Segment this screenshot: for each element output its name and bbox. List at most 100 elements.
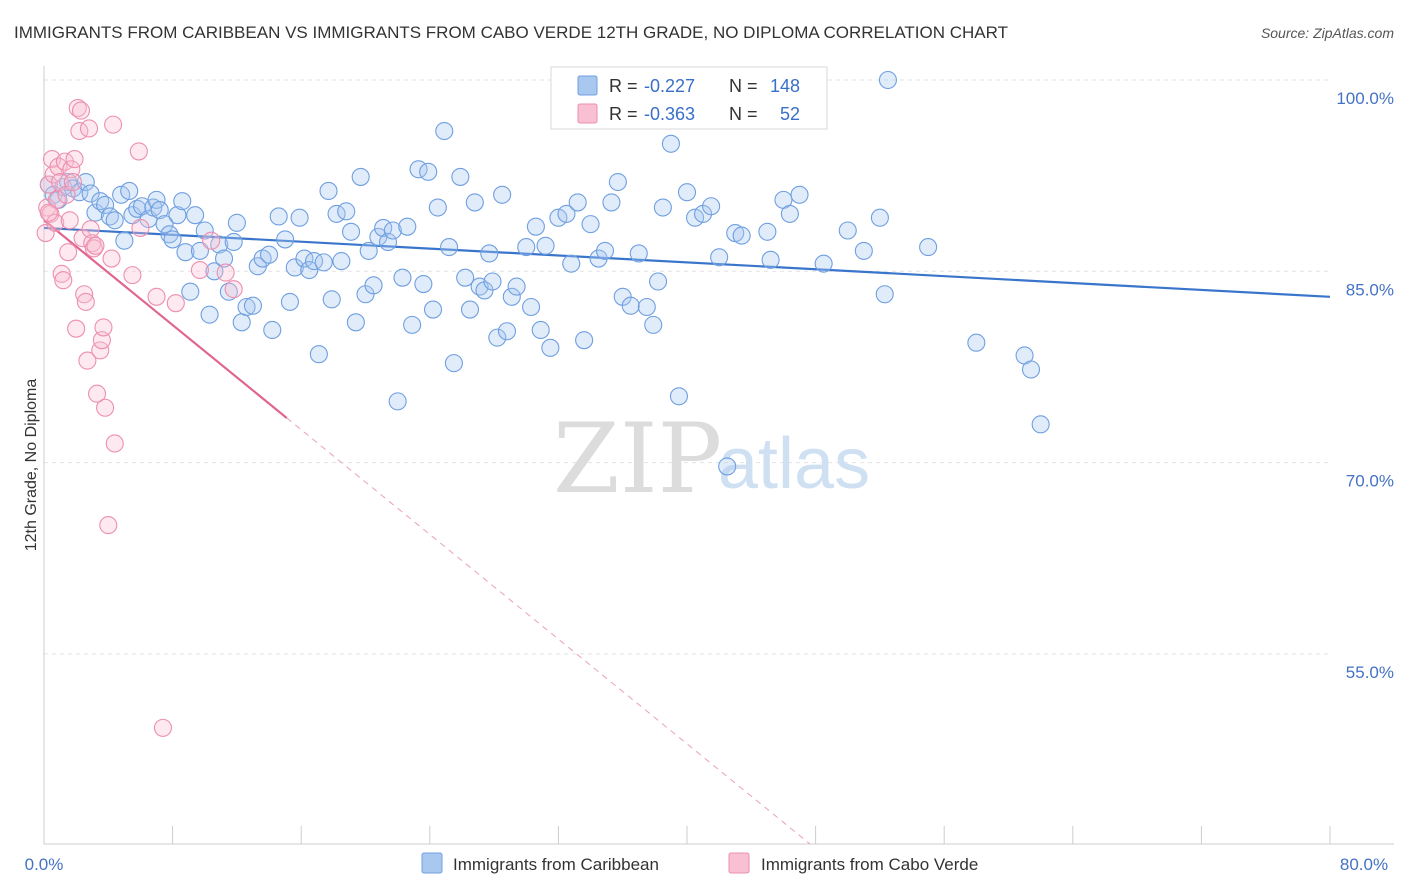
stats-legend-swatch-cabo-verde — [577, 103, 598, 124]
stats-legend-r-label-cabo-verde: R = — [609, 104, 638, 124]
trend-line-extension-1 — [286, 417, 811, 845]
point-s0-139 — [870, 208, 889, 227]
point-s1-44 — [147, 287, 166, 306]
y-tick-label-0: 100.0% — [1336, 89, 1394, 108]
point-s1-24 — [75, 285, 94, 304]
point-s0-146 — [878, 70, 897, 90]
point-s1-28 — [81, 220, 100, 239]
point-s1-17 — [63, 172, 82, 192]
point-s1-39 — [104, 115, 123, 134]
point-s0-119 — [649, 272, 668, 291]
point-s1-35 — [94, 318, 113, 337]
point-s0-141 — [919, 238, 938, 257]
point-s0-40 — [227, 213, 246, 232]
point-s1-25 — [76, 292, 95, 311]
point-s0-49 — [276, 230, 295, 249]
point-s0-122 — [669, 387, 689, 406]
point-s0-126 — [702, 197, 721, 216]
point-s0-132 — [761, 250, 780, 269]
point-s1-41 — [123, 266, 142, 285]
point-s1-10 — [52, 264, 71, 283]
watermark-atlas: atlas — [718, 424, 870, 504]
point-s0-8 — [81, 184, 100, 203]
point-s0-96 — [502, 287, 521, 306]
stats-legend-r-caribbean: -0.227 — [644, 76, 695, 96]
stats-legend-r-label-caribbean: R = — [609, 76, 638, 96]
point-s0-64 — [346, 313, 365, 332]
point-s0-76 — [403, 315, 422, 334]
point-s0-62 — [337, 202, 356, 221]
point-s0-115 — [621, 296, 640, 315]
point-s0-59 — [322, 290, 341, 309]
point-s0-121 — [661, 134, 680, 153]
point-s0-31 — [186, 206, 205, 225]
point-s0-140 — [875, 285, 894, 304]
point-s1-51 — [39, 203, 58, 222]
point-s1-37 — [99, 516, 118, 535]
point-s1-32 — [87, 384, 107, 403]
stats-legend-r-cabo-verde: -0.363 — [644, 104, 695, 124]
point-s0-15 — [115, 231, 134, 250]
point-s0-130 — [732, 226, 751, 245]
point-s1-2 — [39, 175, 58, 194]
point-s0-56 — [309, 345, 328, 364]
point-s0-71 — [378, 232, 398, 252]
point-s0-28 — [173, 192, 192, 211]
point-s0-138 — [854, 241, 873, 260]
x-tick-label-min: 0.0% — [25, 855, 64, 874]
series-legend-swatch-caribbean — [421, 852, 443, 874]
trend-line-1 — [43, 219, 288, 419]
point-s0-136 — [814, 254, 833, 273]
point-s0-95 — [497, 322, 517, 341]
point-s1-19 — [67, 319, 86, 338]
point-s1-47 — [190, 260, 209, 280]
point-s0-30 — [181, 282, 200, 301]
point-s0-52 — [290, 208, 309, 227]
point-s0-112 — [602, 193, 621, 212]
data-points — [36, 70, 1050, 737]
point-s0-144 — [1021, 360, 1041, 379]
point-s0-116 — [629, 244, 648, 263]
point-s0-50 — [280, 292, 299, 311]
point-s0-25 — [160, 225, 179, 244]
y-tick-label-3: 55.0% — [1346, 663, 1394, 682]
x-tick-label-max: 80.0% — [1340, 855, 1388, 874]
point-s0-38 — [219, 282, 238, 301]
point-s0-110 — [589, 249, 608, 268]
y-tick-label-2: 70.0% — [1346, 472, 1394, 491]
point-s0-142 — [967, 333, 986, 352]
point-s0-65 — [351, 167, 370, 186]
stats-legend-n-cabo-verde: 52 — [780, 104, 800, 124]
point-s0-106 — [562, 254, 581, 273]
point-s0-111 — [595, 241, 615, 260]
point-s1-38 — [102, 249, 121, 268]
point-s0-79 — [419, 162, 438, 181]
point-s0-43 — [243, 296, 263, 315]
point-s0-23 — [150, 201, 169, 220]
point-s1-15 — [60, 211, 79, 230]
point-s0-84 — [444, 354, 463, 373]
point-s0-109 — [581, 215, 600, 234]
point-s0-37 — [214, 249, 234, 268]
series-legend-label-cabo-verde: Immigrants from Cabo Verde — [761, 855, 978, 874]
point-s0-123 — [677, 183, 697, 202]
point-s1-22 — [71, 101, 91, 120]
point-s0-32 — [190, 241, 209, 260]
point-s0-135 — [790, 185, 809, 204]
point-s0-74 — [393, 268, 412, 287]
point-s0-127 — [710, 248, 729, 267]
point-s0-94 — [493, 185, 512, 204]
point-s1-36 — [96, 398, 115, 417]
point-s0-105 — [557, 204, 576, 223]
point-s0-128 — [718, 457, 737, 476]
series-legend: Immigrants from Caribbean Immigrants fro… — [421, 852, 978, 874]
point-s0-48 — [269, 207, 288, 226]
point-s0-46 — [259, 245, 279, 264]
point-s0-11 — [96, 195, 115, 215]
chart-title: IMMIGRANTS FROM CARIBBEAN VS IMMIGRANTS … — [14, 23, 1008, 42]
gridlines — [44, 79, 1330, 655]
point-s1-45 — [153, 718, 173, 737]
point-s0-78 — [414, 275, 433, 294]
chart-source: Source: ZipAtlas.com — [1261, 25, 1394, 41]
point-s0-131 — [758, 222, 777, 241]
